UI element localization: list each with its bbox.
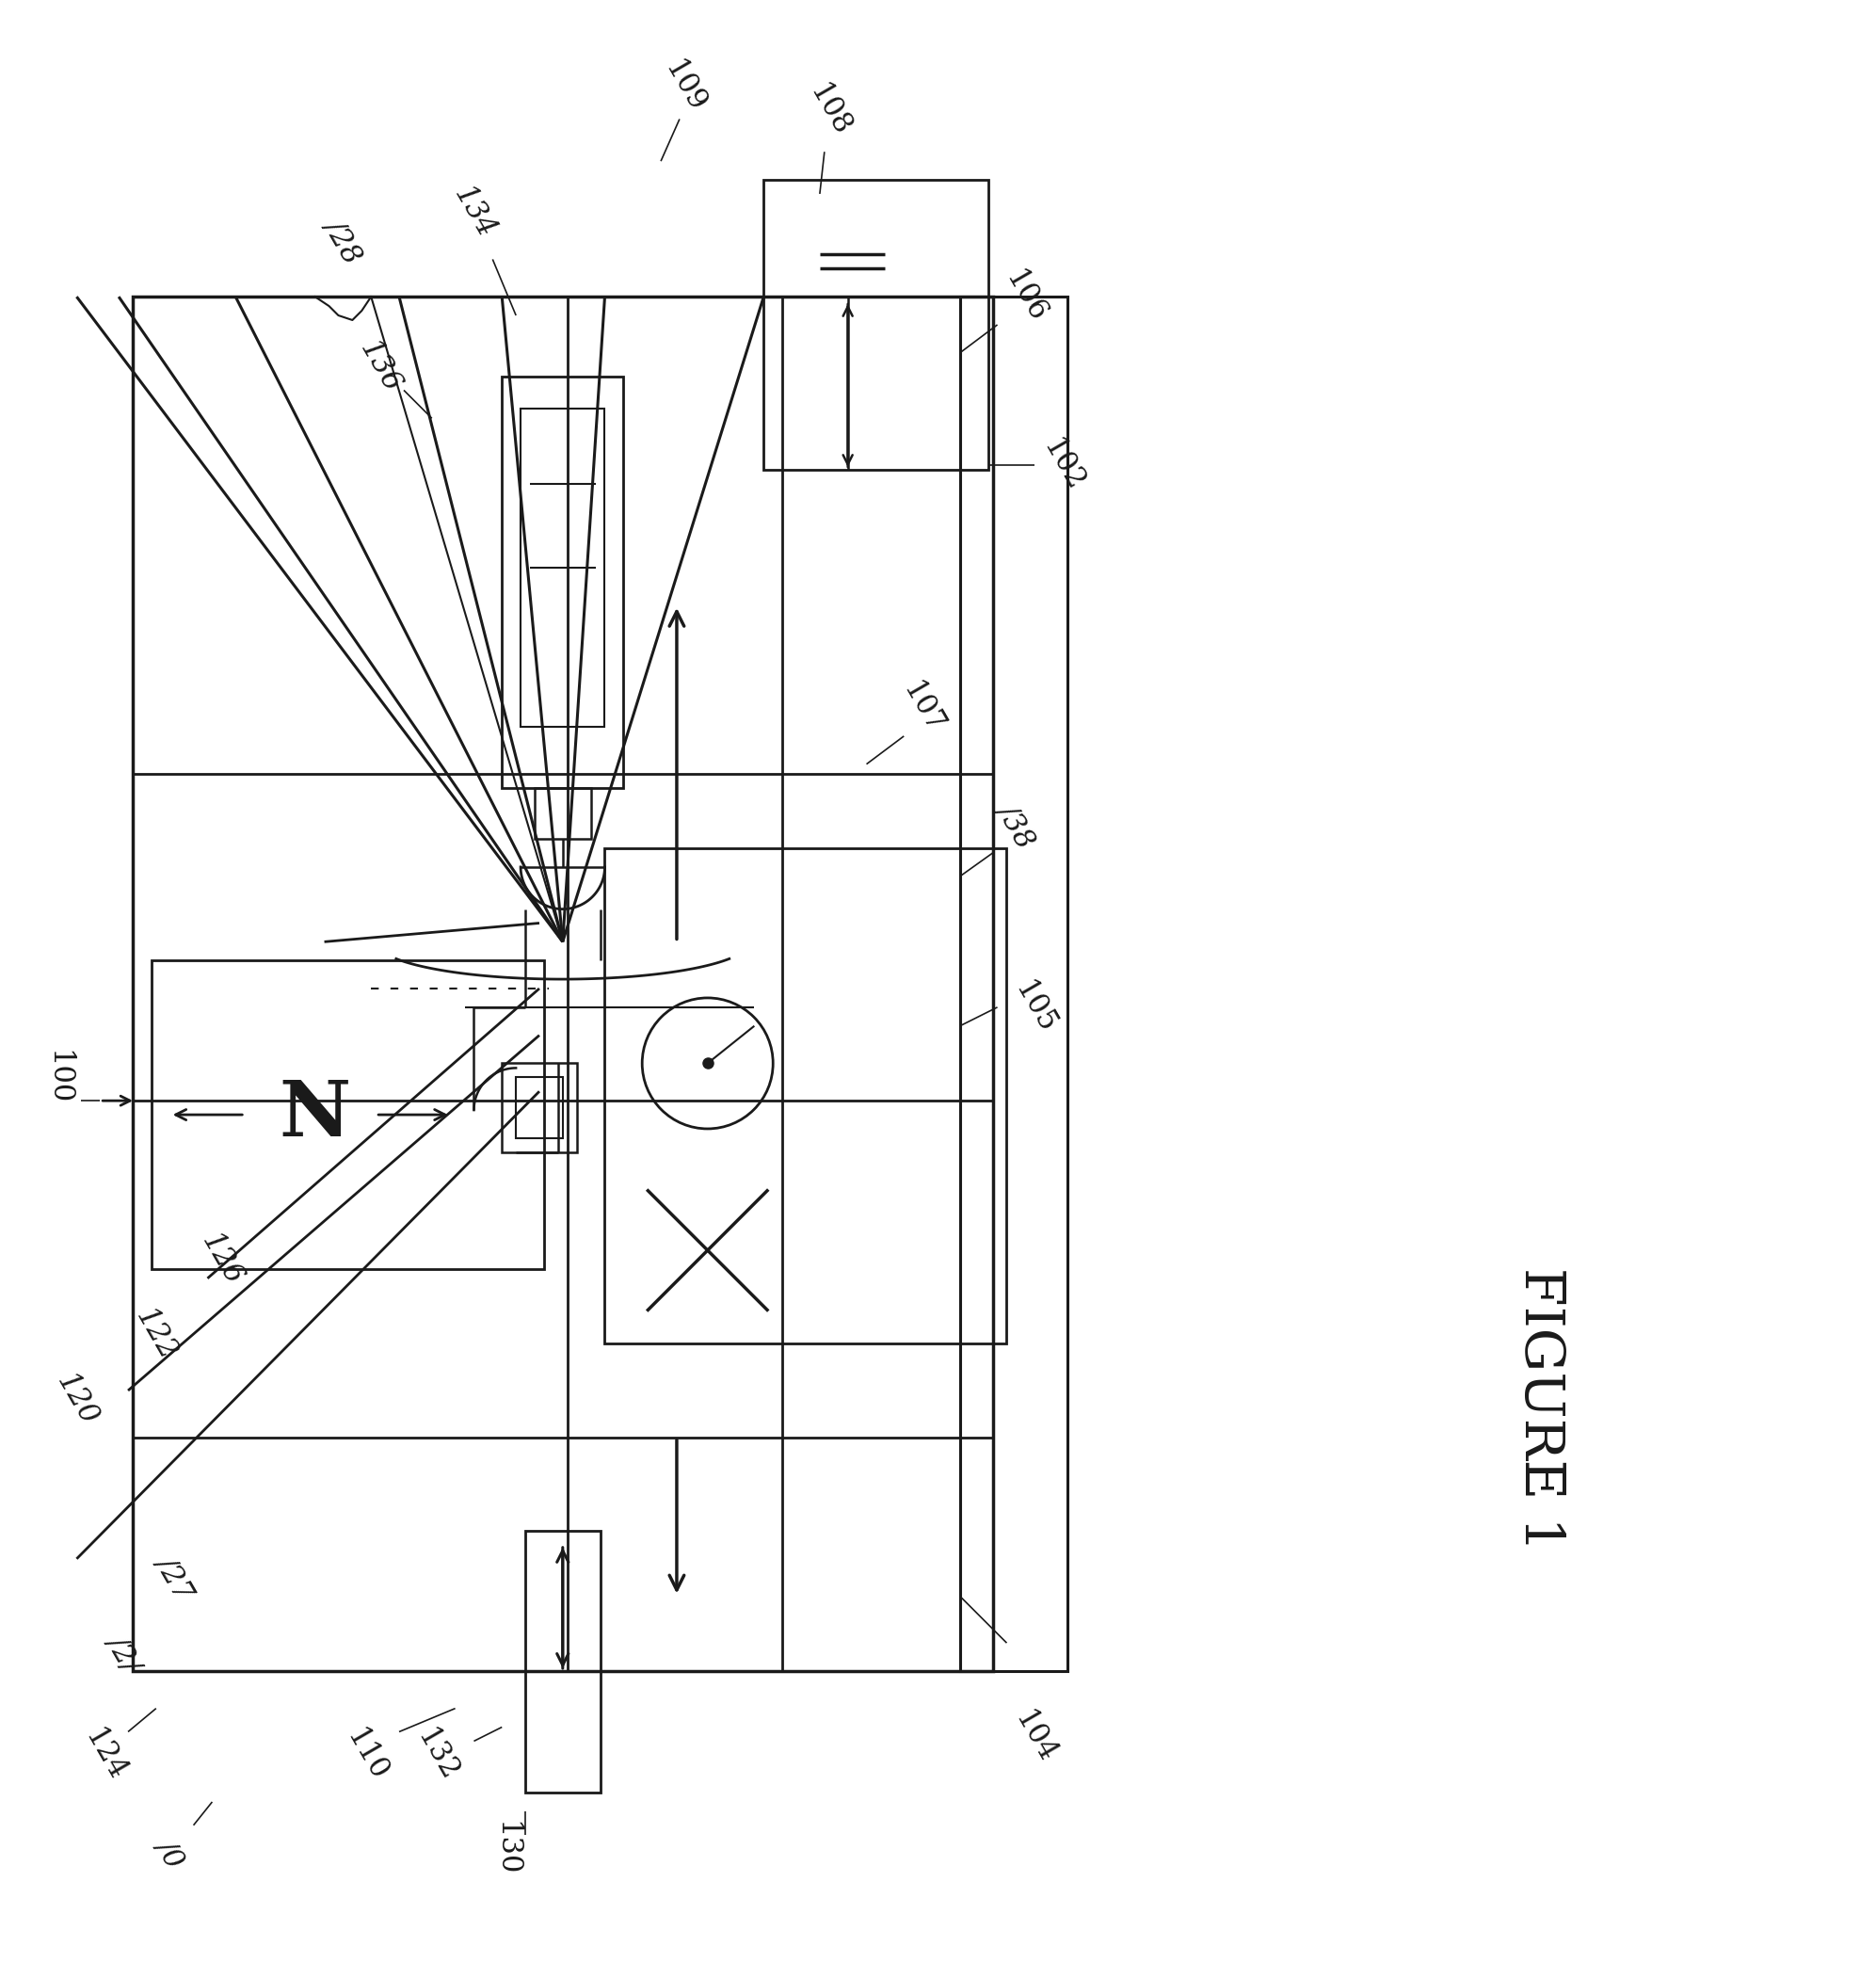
Text: 126: 126 [195,1228,248,1290]
Text: 104: 104 [1009,1705,1062,1768]
Text: /38: /38 [992,797,1039,853]
Bar [503,376,623,787]
Bar [133,297,992,1671]
Text: /28: /28 [319,214,368,267]
Bar [522,409,604,726]
Bar [516,1078,563,1137]
Text: 120: 120 [51,1369,103,1430]
Text: 108: 108 [803,79,855,140]
Bar [604,849,1007,1343]
Bar [503,1064,576,1151]
Text: /2/: /2/ [101,1628,146,1675]
Text: 109: 109 [658,55,711,117]
Text: 136: 136 [355,336,407,398]
Text: 124: 124 [79,1725,131,1786]
Text: 132: 132 [411,1725,463,1786]
Text: /27: /27 [150,1551,199,1604]
Text: 100: 100 [43,1050,73,1106]
Text: 107: 107 [897,676,949,740]
Text: N: N [280,1078,351,1153]
Bar [961,297,1067,1671]
Text: /0: /0 [150,1834,189,1873]
Bar [152,961,544,1270]
Text: FIGURE 1: FIGURE 1 [1514,1268,1566,1551]
Text: 106: 106 [1000,265,1052,328]
Text: 122: 122 [129,1304,182,1365]
Text: 130: 130 [492,1822,522,1875]
Bar [535,787,591,839]
Text: 102: 102 [1036,433,1090,496]
Text: 110: 110 [340,1725,392,1786]
Text: 105: 105 [1009,975,1062,1038]
Text: 134: 134 [448,182,501,243]
Bar [764,180,989,469]
Bar [525,1531,600,1792]
